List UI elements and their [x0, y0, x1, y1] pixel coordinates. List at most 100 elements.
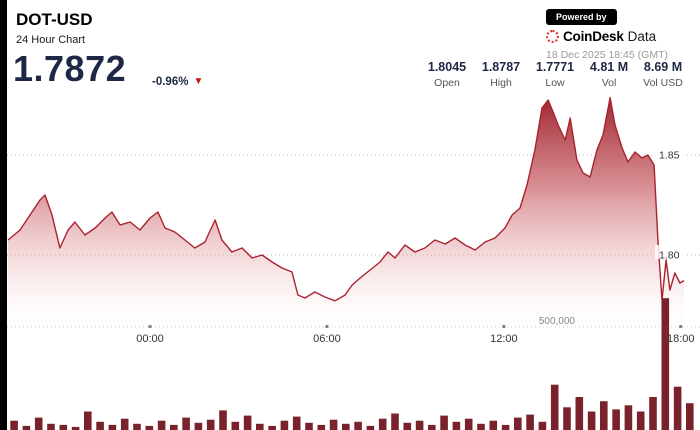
volume-bar — [489, 420, 498, 430]
volume-bar — [415, 420, 424, 430]
volume-bar — [194, 422, 203, 430]
volume-bar — [329, 419, 338, 430]
y-axis-label: 1.85 — [659, 150, 680, 162]
volume-bar — [563, 407, 571, 430]
x-tick-mark — [502, 325, 506, 328]
volume-bar — [538, 421, 547, 430]
volume-bar — [587, 411, 596, 430]
volume-bar — [366, 425, 375, 430]
volume-bar — [256, 423, 264, 430]
stat-value-open: 1.8045 — [427, 60, 467, 74]
volume-bar — [59, 424, 68, 430]
brand-name-data: Data — [627, 29, 657, 44]
left-accent-bar — [0, 0, 7, 430]
volume-bar — [428, 424, 436, 430]
volume-bar — [649, 397, 657, 430]
price-change-percent: -0.96% — [152, 76, 189, 88]
volume-bar — [182, 417, 190, 430]
volume-bar — [575, 397, 584, 430]
volume-bar — [661, 298, 670, 430]
volume-bar — [47, 423, 55, 430]
coindesk-data-logo: CoinDesk Data — [546, 29, 668, 44]
volume-bar — [206, 419, 215, 430]
price-area — [8, 97, 684, 326]
volume-bar — [636, 411, 645, 430]
volume-bar — [108, 424, 117, 430]
volume-bar — [354, 421, 362, 430]
x-axis-label: 18:00 — [667, 333, 695, 345]
volume-bar — [292, 416, 301, 430]
stat-label-vol-usd: Vol USD — [643, 77, 683, 89]
volume-bar — [440, 415, 448, 430]
x-tick-mark — [148, 325, 152, 328]
y-axis-label: 1.80 — [659, 250, 680, 262]
volume-bar — [145, 425, 154, 430]
powered-by-badge: Powered by — [546, 9, 617, 25]
volume-bar — [133, 423, 141, 430]
volume-bar — [96, 421, 104, 430]
stat-vol: 4.81 M Vol — [582, 60, 636, 89]
stat-open: 1.8045 Open — [420, 60, 474, 89]
price-line — [7, 96, 685, 302]
volume-bar — [526, 414, 534, 430]
volume-bar — [464, 418, 473, 430]
current-price: 1.7872 — [13, 48, 127, 89]
volume-bar — [268, 425, 276, 430]
volume-bar — [243, 415, 252, 430]
stat-label-low: Low — [545, 77, 565, 89]
volume-bar — [22, 425, 31, 430]
stat-value-vol: 4.81 M — [589, 60, 629, 74]
volume-bar — [305, 422, 313, 430]
volume-bar — [673, 386, 682, 430]
volume-bar — [120, 418, 129, 430]
volume-bar — [378, 418, 387, 430]
volume-bar — [514, 417, 522, 430]
volume-bar — [317, 424, 326, 430]
volume-bar — [219, 410, 227, 430]
volume-bar — [157, 420, 166, 430]
y-tick-label-bg — [655, 145, 687, 159]
volume-bar — [403, 422, 412, 430]
stat-value-low: 1.7771 — [535, 60, 575, 74]
volume-bar — [612, 409, 620, 430]
stat-label-high: High — [490, 77, 512, 89]
symbol-title: DOT-USD — [16, 10, 93, 29]
volume-bar — [452, 421, 461, 430]
volume-bar — [84, 411, 92, 430]
x-axis-label: 00:00 — [136, 333, 164, 345]
volume-bar — [600, 401, 608, 430]
stat-value-high: 1.8787 — [481, 60, 521, 74]
chart-subtitle: 24 Hour Chart — [16, 34, 86, 46]
volume-bar — [550, 384, 559, 430]
volume-bar — [686, 403, 694, 430]
x-axis-label: 06:00 — [313, 333, 341, 345]
brand-name-coindesk: CoinDesk — [563, 29, 624, 44]
volume-bar — [501, 424, 510, 430]
x-axis-label: 12:00 — [490, 333, 518, 345]
stat-high: 1.8787 High — [474, 60, 528, 89]
coindesk-logo-icon — [546, 30, 559, 43]
volume-bar — [10, 420, 18, 430]
volume-bar — [280, 420, 289, 430]
y-tick-label-bg — [655, 245, 687, 259]
volume-bar — [391, 413, 399, 430]
x-tick-mark — [325, 325, 329, 328]
volume-bar — [477, 423, 485, 430]
stats-row: 1.8045 Open 1.8787 High 1.7771 Low 4.81 … — [420, 60, 690, 89]
x-tick-mark — [679, 325, 683, 328]
stat-vol-usd: 8.69 M Vol USD — [636, 60, 690, 89]
volume-axis-label: 500,000 — [539, 316, 576, 327]
volume-bar — [34, 417, 43, 430]
price-down-arrow-icon: ▼ — [193, 76, 204, 87]
stat-low: 1.7771 Low — [528, 60, 582, 89]
chart-timestamp: 18 Dec 2025 18:45 (GMT) — [546, 49, 668, 61]
volume-bar — [624, 405, 633, 430]
volume-bar — [231, 421, 240, 430]
stat-label-open: Open — [434, 77, 460, 89]
price-change-row: -0.96% ▼ — [152, 76, 203, 88]
stat-value-vol-usd: 8.69 M — [643, 60, 683, 74]
volume-bar — [170, 424, 178, 430]
volume-bar — [342, 423, 350, 430]
